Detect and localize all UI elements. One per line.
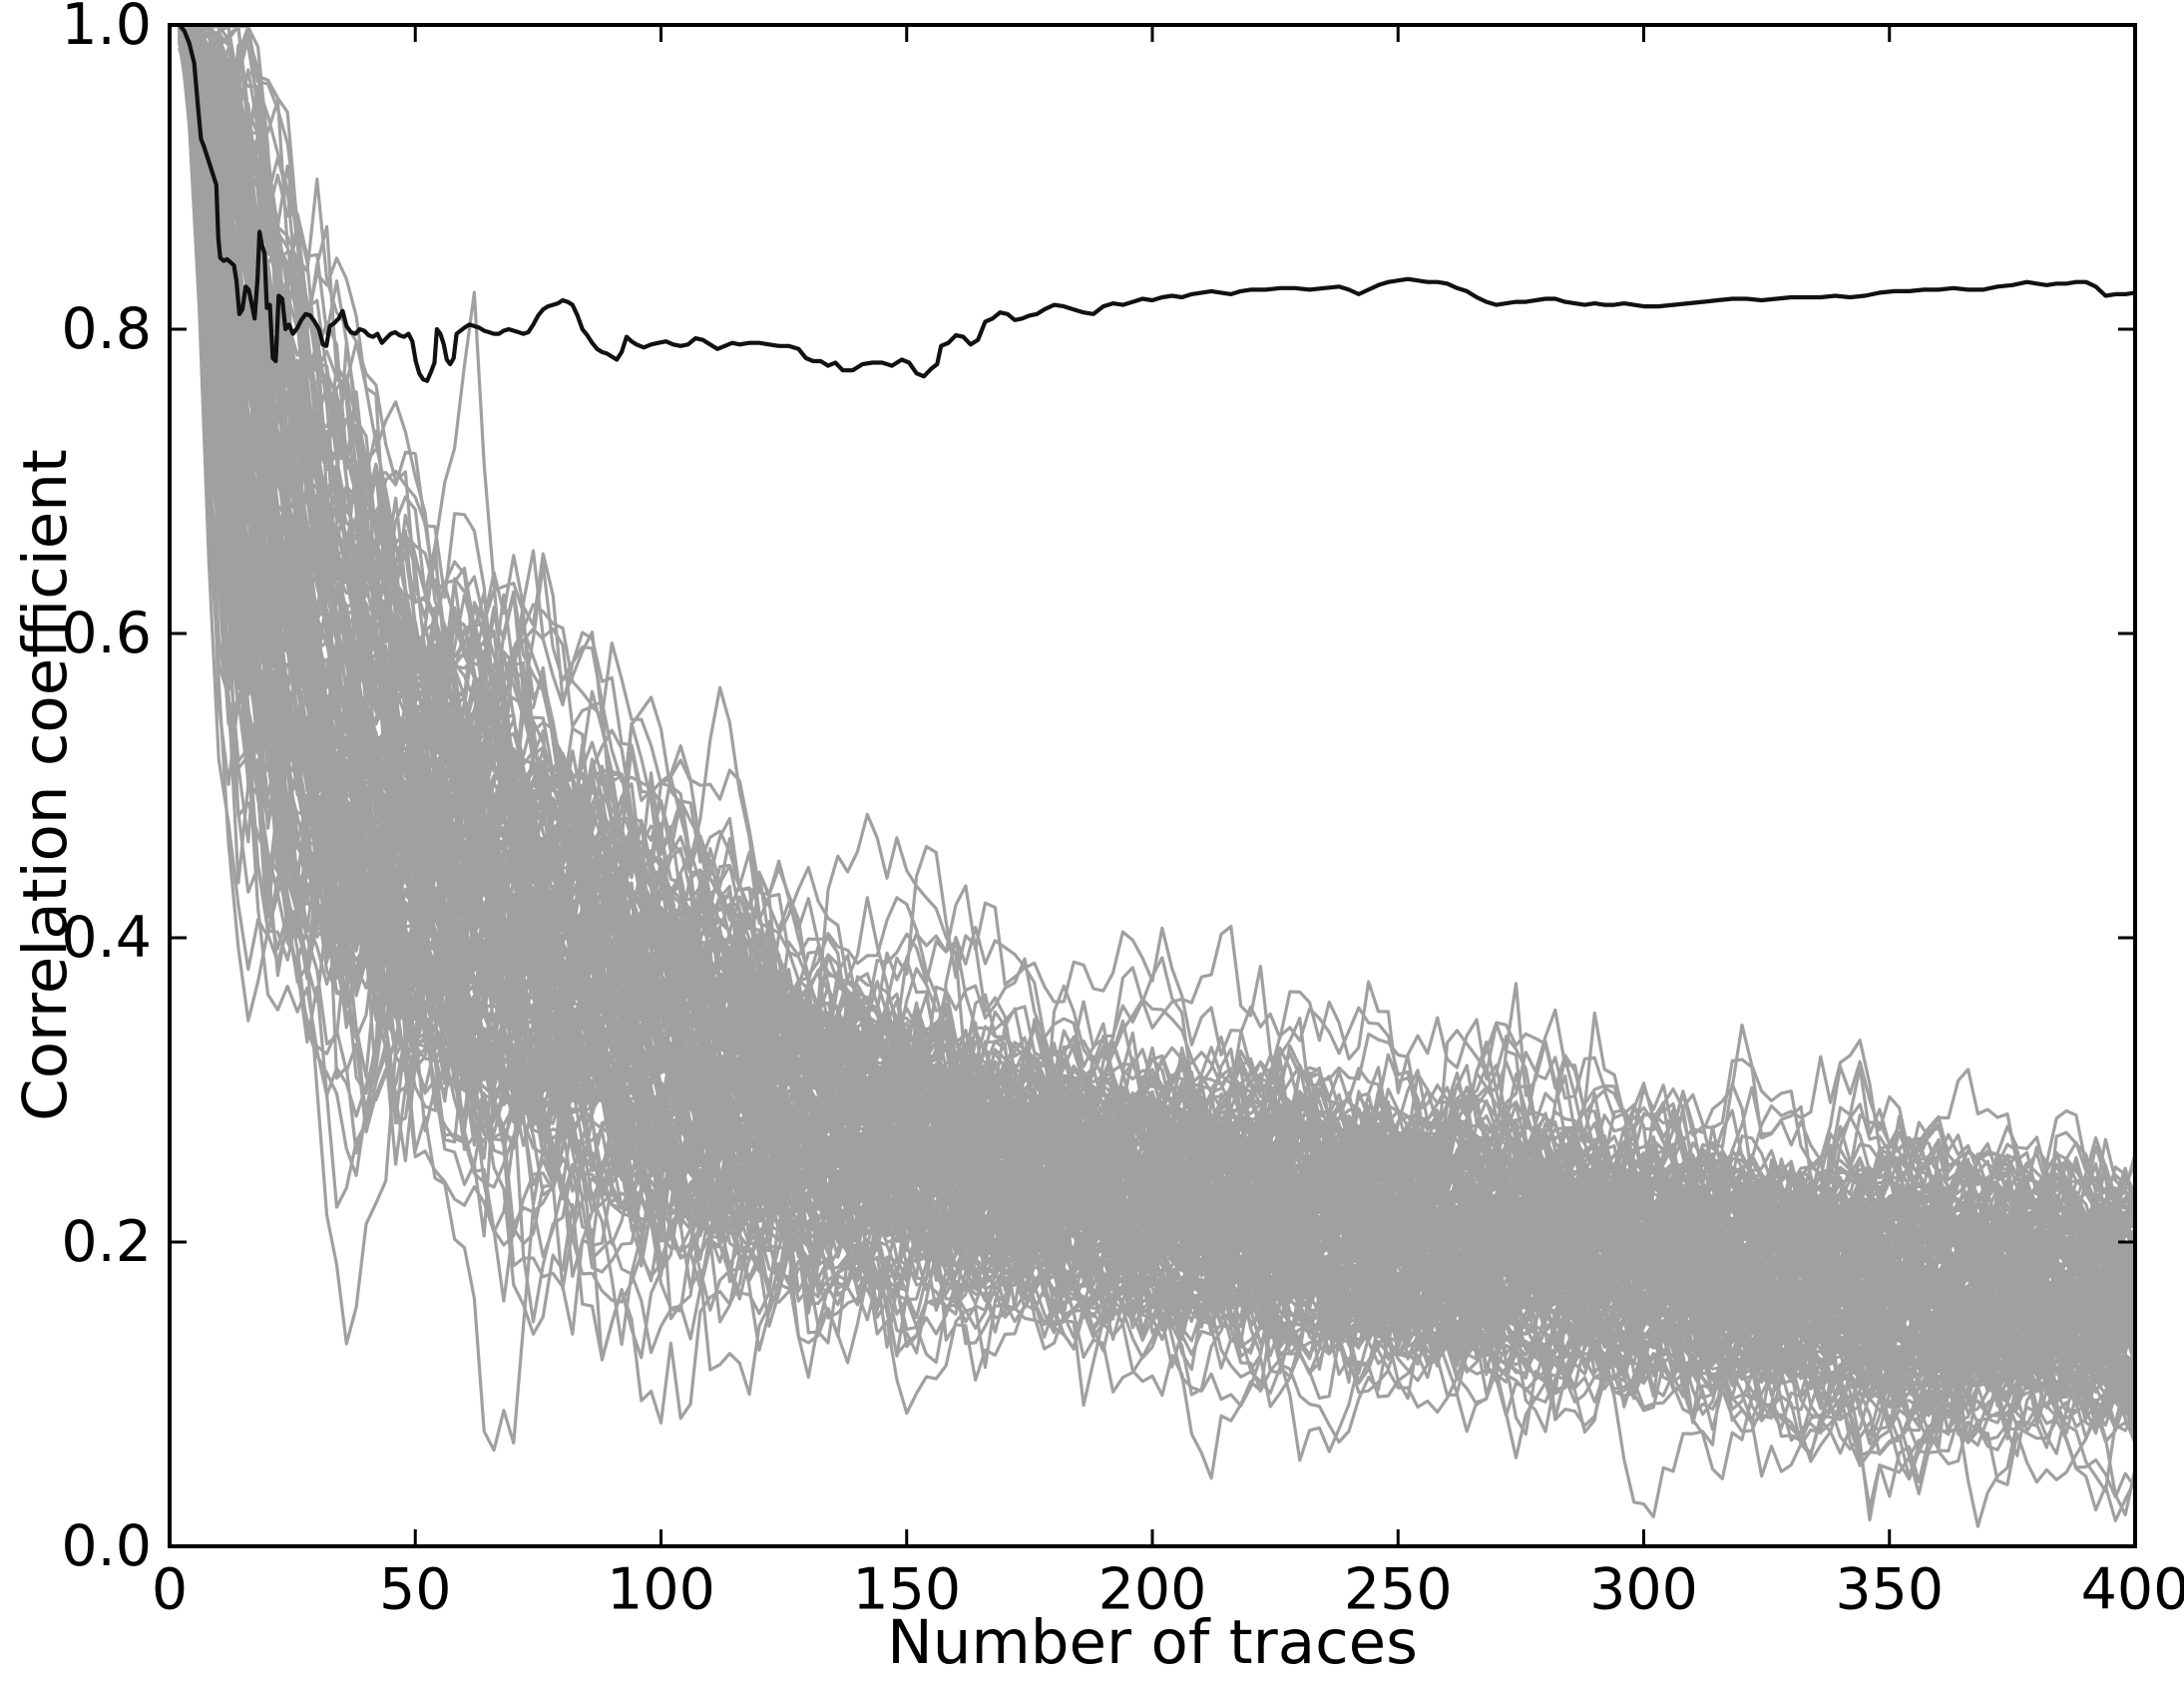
axis-labels: 0 50 100 150 200 250 300 350 400 0.0 0.2 0.4 0.6 0.8 1…: [10, 0, 2184, 1678]
incorrect-key-trace: [178, 31, 2135, 1232]
incorrect-key-trace: [178, 25, 2135, 1343]
x-tick-label: 200: [1098, 1557, 1207, 1623]
incorrect-key-trace: [178, 25, 2135, 1375]
axes: [168, 23, 2137, 1548]
x-tick-label: 250: [1344, 1557, 1453, 1623]
incorrect-key-trace: [178, 25, 2135, 1275]
incorrect-key-trace: [178, 25, 2135, 1250]
axis-ticks: [168, 23, 2137, 1548]
y-tick-label: 0.6: [61, 601, 152, 666]
incorrect-key-trace: [178, 25, 2135, 1354]
incorrect-key-trace: [178, 26, 2135, 1457]
x-tick-label: 100: [607, 1557, 715, 1623]
y-tick-label: 0.4: [61, 905, 152, 971]
y-axis-title: Correlation coefficient: [10, 449, 81, 1121]
x-tick-label: 150: [852, 1557, 961, 1623]
tick-labels: 0 50 100 150 200 250 300 350 400 0.0 0.2 0.4 0.6 0.8 1…: [61, 0, 2184, 1623]
y-tick-label: 0.2: [61, 1209, 152, 1275]
y-tick-label: 1.0: [61, 0, 152, 58]
incorrect-key-trace: [178, 25, 2135, 1304]
correct-key-trace: [177, 25, 2135, 383]
incorrect-key-trace: [178, 27, 2135, 1418]
incorrect-key-traces: [178, 25, 2135, 1528]
correct-key-trace-line: [177, 25, 2135, 383]
incorrect-key-trace: [178, 25, 2135, 1398]
x-axis-title: Number of traces: [887, 1607, 1418, 1678]
y-tick-label: 0.8: [61, 296, 152, 362]
x-tick-label: 350: [1835, 1557, 1944, 1623]
traces-layer: [177, 25, 2135, 1528]
y-tick-label: 0.0: [61, 1513, 152, 1579]
incorrect-key-trace: [178, 25, 2135, 1277]
x-tick-label: 50: [379, 1557, 452, 1623]
x-tick-label: 400: [2081, 1557, 2184, 1623]
incorrect-key-trace: [178, 29, 2135, 1281]
incorrect-key-trace: [178, 25, 2135, 1290]
incorrect-key-trace: [178, 25, 2135, 1278]
x-tick-label: 0: [152, 1557, 188, 1623]
x-tick-label: 300: [1589, 1557, 1698, 1623]
